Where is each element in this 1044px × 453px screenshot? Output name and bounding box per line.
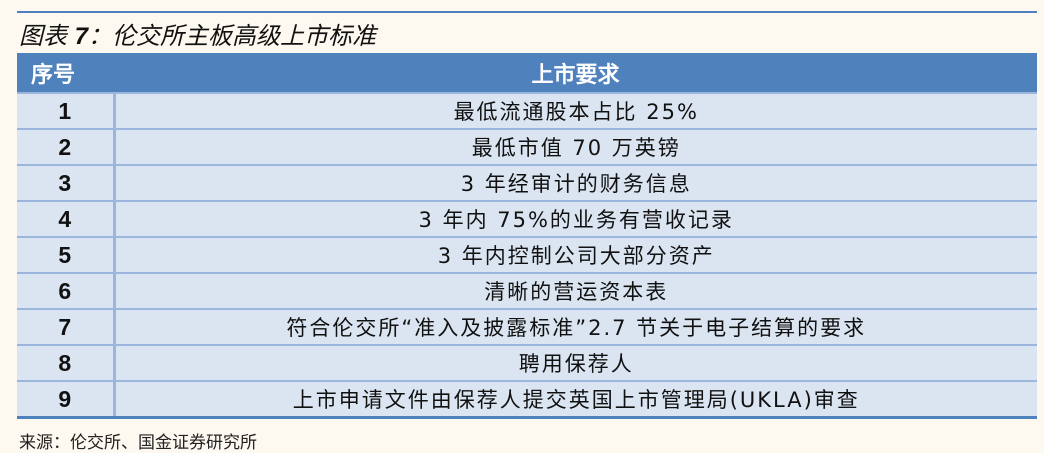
title-number: 7 xyxy=(74,23,88,50)
row-number: 8 xyxy=(17,344,116,381)
table-row: 9 上市申请文件由保荐人提交英国上市管理局(UKLA)审查 xyxy=(17,380,1037,419)
table-header-row: 序号 上市要求 xyxy=(17,53,1037,93)
row-number: 5 xyxy=(17,236,116,273)
row-requirement: 清晰的营运资本表 xyxy=(114,272,1037,309)
row-requirement: 3 年经审计的财务信息 xyxy=(114,164,1037,201)
table-row: 2 最低市值 70 万英镑 xyxy=(17,128,1037,165)
title-text: ：伦交所主板高级上市标准 xyxy=(88,22,376,50)
row-number: 2 xyxy=(17,128,116,165)
listing-requirements-table: 序号 上市要求 1 最低流通股本占比 25% 2 最低市值 70 万英镑 3 3 年经审计… xyxy=(17,53,1037,419)
table-row: 7 符合伦交所“准入及披露标准”2.7 节关于电子结算的要求 xyxy=(17,308,1037,345)
row-number: 1 xyxy=(17,92,116,129)
row-number: 7 xyxy=(17,308,116,345)
top-rule xyxy=(17,11,1037,13)
row-requirement: 聘用保荐人 xyxy=(114,344,1037,381)
row-requirement: 上市申请文件由保荐人提交英国上市管理局(UKLA)审查 xyxy=(114,380,1037,419)
row-number: 9 xyxy=(17,380,116,419)
row-number: 4 xyxy=(17,200,116,237)
row-requirement: 3 年内控制公司大部分资产 xyxy=(114,236,1037,273)
table-row: 8 聘用保荐人 xyxy=(17,344,1037,381)
table-row: 1 最低流通股本占比 25% xyxy=(17,92,1037,129)
title-prefix: 图表 xyxy=(19,22,67,50)
row-requirement: 符合伦交所“准入及披露标准”2.7 节关于电子结算的要求 xyxy=(114,308,1037,345)
row-requirement: 最低流通股本占比 25% xyxy=(114,92,1037,129)
figure-title: 图表 7：伦交所主板高级上市标准 xyxy=(19,16,376,51)
header-number: 序号 xyxy=(17,53,114,93)
source-note: 来源：伦交所、国金证券研究所 xyxy=(19,433,257,453)
table-row: 6 清晰的营运资本表 xyxy=(17,272,1037,309)
header-requirement: 上市要求 xyxy=(114,53,1037,93)
row-number: 3 xyxy=(17,164,116,201)
row-requirement: 3 年内 75%的业务有营收记录 xyxy=(114,200,1037,237)
row-requirement: 最低市值 70 万英镑 xyxy=(114,128,1037,165)
row-number: 6 xyxy=(17,272,116,309)
